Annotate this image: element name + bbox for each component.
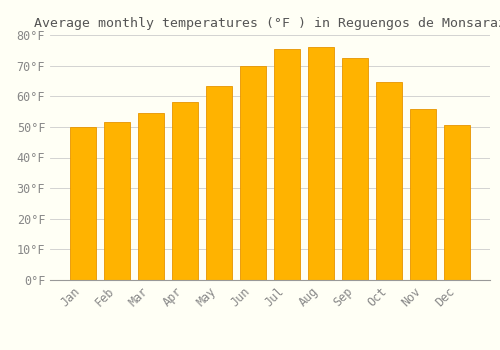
- Bar: [308, 47, 334, 280]
- Bar: [172, 102, 198, 280]
- Bar: [104, 122, 130, 280]
- Title: Average monthly temperatures (°F ) in Reguengos de Monsaraz: Average monthly temperatures (°F ) in Re…: [34, 17, 500, 30]
- Bar: [240, 66, 266, 280]
- Bar: [206, 85, 232, 280]
- Bar: [274, 49, 300, 280]
- Bar: [410, 108, 436, 280]
- Bar: [444, 125, 470, 280]
- Bar: [70, 127, 96, 280]
- Bar: [342, 58, 368, 280]
- Bar: [138, 113, 164, 280]
- Bar: [376, 83, 402, 280]
